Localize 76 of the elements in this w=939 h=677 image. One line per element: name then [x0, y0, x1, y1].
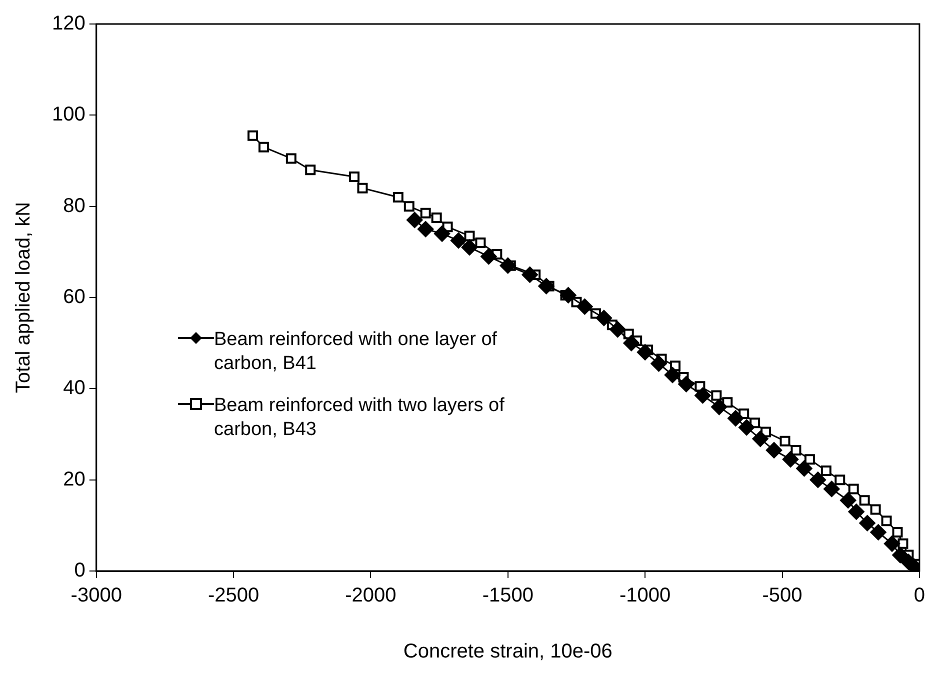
point	[434, 226, 450, 242]
x-axis-title: Concrete strain, 10e-06	[403, 640, 612, 663]
y-axis-title: Total applied load, kN	[12, 202, 35, 394]
point	[475, 238, 486, 248]
point	[637, 344, 654, 360]
y-tick-label: 20	[63, 468, 86, 490]
point	[464, 230, 475, 242]
y-tick-label: 100	[52, 104, 86, 126]
point	[418, 221, 434, 238]
point	[859, 515, 876, 532]
point	[357, 182, 368, 194]
point	[884, 536, 900, 552]
point	[881, 516, 892, 526]
point	[286, 153, 296, 164]
point	[840, 492, 856, 508]
point	[870, 524, 886, 540]
point	[678, 376, 694, 392]
point	[248, 130, 258, 141]
point	[834, 474, 846, 486]
point	[796, 460, 812, 476]
point	[258, 142, 269, 152]
y-tick-label: 60	[63, 286, 86, 308]
point	[766, 442, 782, 458]
x-tick-label: -1000	[620, 584, 671, 607]
y-tick-label: 0	[74, 560, 86, 582]
point	[349, 171, 360, 182]
point	[782, 451, 798, 468]
point	[898, 538, 908, 549]
point	[450, 232, 467, 249]
point	[824, 480, 840, 497]
point	[500, 258, 516, 274]
x-tick-label: -2500	[208, 584, 260, 607]
x-tick-label: -1500	[482, 584, 534, 607]
x-tick-label: -3000	[70, 584, 122, 607]
point	[810, 472, 826, 488]
point	[752, 430, 768, 447]
point	[738, 419, 755, 436]
point	[461, 239, 478, 256]
point	[406, 212, 423, 228]
y-tick-label: 40	[63, 377, 86, 400]
point	[305, 164, 316, 176]
point	[650, 356, 667, 372]
point	[848, 484, 859, 494]
point	[780, 436, 790, 446]
point	[392, 192, 404, 202]
x-tick-label: 0	[914, 584, 925, 607]
point	[711, 390, 722, 401]
point	[848, 504, 864, 520]
x-tick-label: -500	[762, 584, 802, 607]
point	[480, 248, 497, 264]
point	[870, 504, 881, 515]
point	[664, 366, 681, 383]
point	[790, 444, 802, 456]
legend-label: Beam reinforced with two layers of carbon, B43	[214, 394, 506, 442]
y-tick-label: 80	[63, 194, 86, 217]
point	[623, 335, 640, 352]
point	[728, 410, 744, 426]
point	[404, 201, 414, 212]
point	[610, 321, 626, 338]
point	[538, 278, 554, 294]
x-tick-label: -2000	[345, 584, 396, 607]
point	[711, 398, 728, 415]
point	[522, 266, 538, 283]
point	[596, 310, 612, 326]
point	[576, 298, 593, 315]
point	[859, 495, 870, 506]
legend-label: Beam reinforced with one layer of carbon, B41	[214, 328, 498, 376]
point	[820, 465, 832, 476]
point	[892, 527, 903, 538]
point	[431, 212, 442, 223]
point	[694, 388, 711, 404]
point	[892, 547, 908, 564]
y-tick-label: 120	[52, 12, 86, 35]
point	[420, 208, 431, 218]
point	[560, 287, 576, 304]
point	[804, 454, 815, 465]
